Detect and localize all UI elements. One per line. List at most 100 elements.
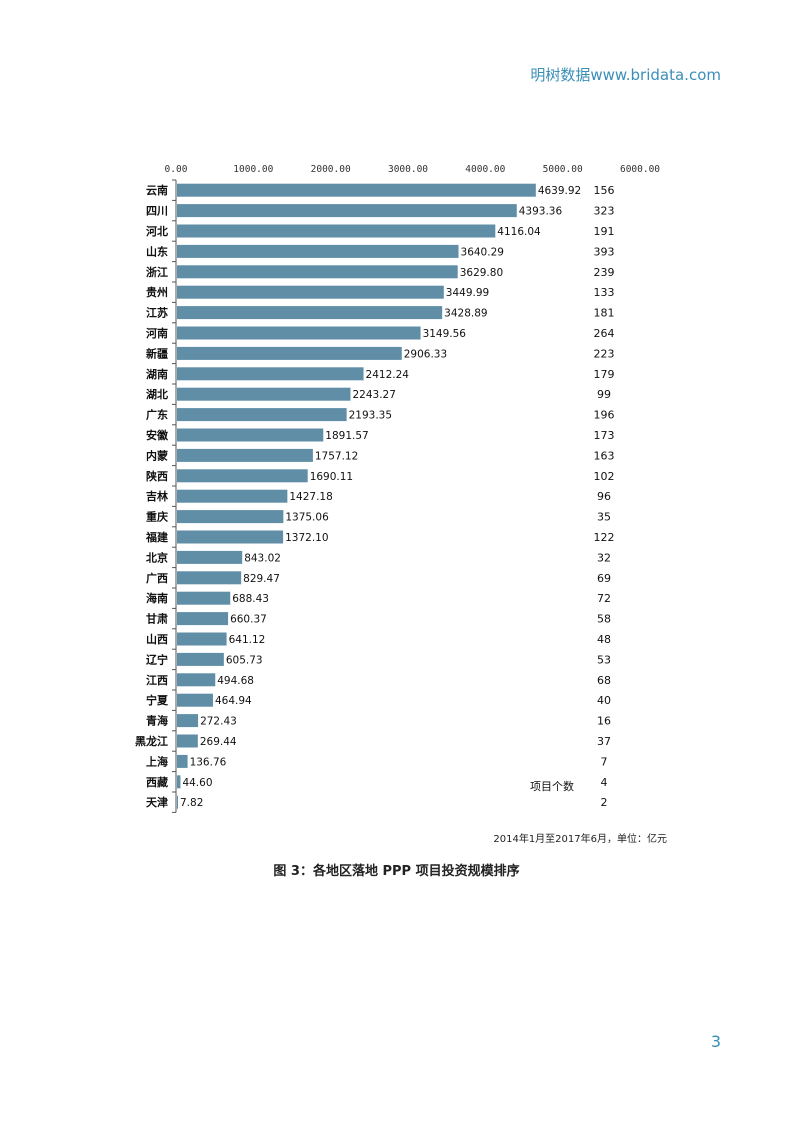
value-label: 494.68: [217, 675, 254, 687]
value-label: 660.37: [230, 614, 267, 626]
bar: [177, 530, 284, 544]
value-label: 3428.89: [444, 308, 487, 320]
project-count: 163: [594, 449, 615, 462]
value-label: 4393.36: [519, 206, 563, 218]
bar: [177, 612, 229, 626]
x-tick-label: 1000.00: [233, 164, 273, 175]
category-label: 浙江: [146, 265, 168, 279]
bar: [177, 408, 347, 422]
x-tick-label: 3000.00: [388, 164, 428, 175]
project-count: 173: [594, 429, 615, 442]
bar: [177, 224, 496, 238]
bar: [177, 632, 227, 646]
value-label: 2243.27: [352, 389, 395, 401]
bar: [177, 795, 178, 809]
project-count: 35: [597, 511, 611, 524]
value-label: 829.47: [243, 573, 280, 585]
value-label: 3149.56: [423, 328, 467, 340]
category-label: 福建: [145, 530, 169, 544]
value-label: 1427.18: [289, 491, 332, 503]
project-count: 7: [601, 755, 608, 768]
project-count: 40: [597, 694, 611, 707]
value-label: 641.12: [229, 634, 266, 646]
value-label: 2193.35: [349, 410, 392, 422]
category-label: 山东: [146, 244, 168, 258]
value-label: 843.02: [244, 552, 281, 564]
category-label: 云南: [146, 183, 168, 197]
project-count: 191: [594, 225, 615, 238]
project-count: 37: [597, 735, 611, 748]
project-count: 122: [594, 531, 615, 544]
category-label: 重庆: [146, 510, 168, 524]
project-count: 133: [594, 286, 615, 299]
bar: [177, 550, 243, 564]
project-count: 53: [597, 653, 611, 666]
bar: [177, 571, 242, 585]
project-count: 48: [597, 633, 611, 646]
project-count: 264: [594, 327, 615, 340]
value-label: 4639.92: [538, 185, 581, 197]
value-label: 605.73: [226, 654, 263, 666]
category-label: 江西: [146, 673, 168, 687]
project-count: 16: [597, 715, 611, 728]
value-label: 44.60: [182, 777, 212, 789]
category-label: 甘肃: [146, 612, 168, 626]
value-label: 464.94: [215, 695, 252, 707]
category-label: 陕西: [146, 469, 168, 483]
category-label: 上海: [146, 754, 168, 768]
category-label: 河北: [146, 224, 168, 238]
value-label: 1757.12: [315, 450, 358, 462]
category-label: 北京: [146, 550, 168, 564]
x-tick-label: 6000.00: [620, 164, 660, 175]
bar: [177, 448, 313, 462]
bar: [177, 285, 444, 299]
category-label: 辽宁: [146, 652, 168, 666]
bar: [177, 693, 213, 707]
value-label: 3640.29: [461, 246, 504, 258]
bar: [177, 591, 231, 605]
category-label: 湖南: [146, 367, 168, 381]
bar: [177, 754, 188, 768]
project-count: 393: [594, 245, 615, 258]
brand-header: 明树数据www.bridata.com: [530, 66, 721, 84]
value-label: 3629.80: [460, 267, 503, 279]
bar: [177, 734, 198, 748]
project-count: 196: [594, 409, 615, 422]
bar: [177, 714, 199, 728]
category-label: 黑龙江: [135, 734, 168, 748]
bar: [177, 775, 181, 789]
category-label: 宁夏: [146, 693, 169, 707]
project-count: 181: [594, 307, 615, 320]
category-label: 新疆: [146, 346, 168, 360]
category-label: 内蒙: [146, 448, 168, 462]
category-label: 天津: [146, 795, 168, 809]
value-label: 272.43: [200, 716, 237, 728]
value-label: 1372.10: [285, 532, 328, 544]
figure-caption: 图 3：各地区落地 PPP 项目投资规模排序: [273, 864, 520, 879]
project-count: 96: [597, 490, 611, 503]
bar: [177, 346, 402, 360]
project-count: 102: [594, 470, 615, 483]
value-label: 2906.33: [404, 348, 447, 360]
project-count: 32: [597, 551, 611, 564]
bar: [177, 306, 443, 320]
project-count: 68: [597, 674, 611, 687]
project-count-label: 项目个数: [530, 780, 574, 793]
category-label: 西藏: [146, 775, 168, 789]
category-label: 吉林: [146, 489, 168, 503]
value-label: 3449.99: [446, 287, 489, 299]
value-label: 269.44: [200, 736, 237, 748]
bar: [177, 428, 324, 442]
category-label: 四川: [146, 205, 168, 218]
value-label: 688.43: [232, 593, 269, 605]
category-label: 江苏: [146, 306, 168, 320]
category-label: 贵州: [146, 285, 168, 299]
category-label: 山西: [146, 632, 168, 646]
category-label: 青海: [146, 714, 168, 728]
x-tick-label: 2000.00: [311, 164, 351, 175]
x-tick-label: 0.00: [165, 164, 188, 175]
project-count: 223: [594, 347, 615, 360]
project-count: 4: [601, 776, 608, 789]
category-label: 海南: [146, 591, 168, 605]
